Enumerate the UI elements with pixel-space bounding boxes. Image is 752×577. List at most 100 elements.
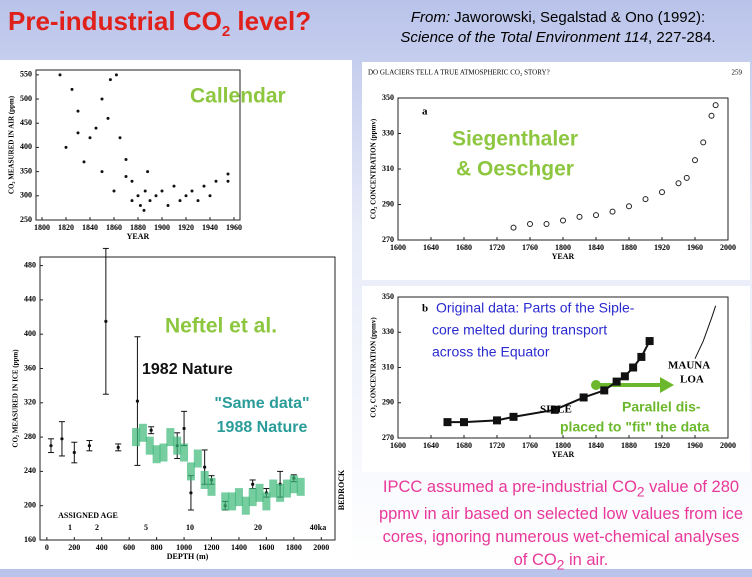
x-tick-label: 1840 xyxy=(588,243,604,252)
footer-text: in air. xyxy=(564,551,609,570)
point xyxy=(138,203,142,207)
point xyxy=(76,131,80,135)
annotation: a xyxy=(422,106,428,118)
point xyxy=(148,199,152,203)
x-tick-label: 1960 xyxy=(687,243,703,252)
annotation: across the Equator xyxy=(432,344,550,360)
point xyxy=(659,189,665,196)
point xyxy=(493,416,501,425)
title-sub: 2 xyxy=(221,23,231,41)
x-tick-label: 1680 xyxy=(456,441,472,450)
y-tick-label: 350 xyxy=(20,166,32,175)
point xyxy=(60,437,64,441)
point xyxy=(130,179,134,183)
annotation: 1982 Nature xyxy=(142,361,233,378)
point xyxy=(178,199,182,203)
series-line xyxy=(694,305,717,359)
band-point xyxy=(145,436,154,455)
y-tick-label: 400 xyxy=(24,329,36,338)
point xyxy=(189,491,193,495)
annotation: Siegenthaler xyxy=(452,128,578,151)
band-point xyxy=(152,445,161,464)
point xyxy=(49,444,53,448)
point xyxy=(609,208,616,215)
y-tick-label: 280 xyxy=(24,432,36,441)
band-point xyxy=(132,428,141,447)
point xyxy=(620,372,629,381)
slide-title: Pre-industrial CO2 level? xyxy=(8,6,311,40)
y-tick-label: 350 xyxy=(382,93,394,102)
band-point xyxy=(262,492,271,511)
x-tick-label: 1720 xyxy=(489,243,505,252)
point xyxy=(576,213,583,220)
x-tick-label: 1820 xyxy=(58,223,74,232)
x-tick-label: 1640 xyxy=(423,441,439,450)
citation-journal: Science of the Total Environment 114 xyxy=(400,29,649,46)
y-axis-label: CO₂ CONCENTRATION (ppmv) xyxy=(370,118,378,219)
arrow-head xyxy=(660,377,674,393)
point xyxy=(94,126,98,130)
point xyxy=(645,337,654,346)
point xyxy=(579,393,588,402)
x-tick-label: 1920 xyxy=(654,243,670,252)
point xyxy=(196,199,200,203)
y-tick-label: 270 xyxy=(382,235,394,244)
annotation: SIPLE xyxy=(540,404,572,416)
x-tick-label: 2000 xyxy=(720,243,736,252)
annotation: DO GLACIERS TELL A TRUE ATMOSPHERIC CO₂ … xyxy=(368,69,550,77)
annotation: b xyxy=(422,303,428,315)
point xyxy=(637,352,646,361)
point xyxy=(226,179,230,183)
point xyxy=(683,174,690,181)
footer-sub: 2 xyxy=(636,484,645,500)
x-tick-label: 1960 xyxy=(687,441,703,450)
annotation: 20 xyxy=(254,523,262,532)
band-point xyxy=(289,475,298,494)
x-tick-label: 200 xyxy=(68,543,80,552)
y-tick-label: 310 xyxy=(382,164,394,173)
band-point xyxy=(276,483,285,502)
point xyxy=(593,212,599,219)
point xyxy=(527,221,533,228)
point xyxy=(143,189,147,193)
y-tick-label: 400 xyxy=(20,142,32,151)
x-tick-label: 400 xyxy=(96,543,108,552)
footer-text: value of 280 ppmv in air based on select… xyxy=(378,478,744,570)
y-tick-label: 440 xyxy=(24,295,36,304)
band-point xyxy=(173,436,182,455)
point xyxy=(106,116,110,120)
y-tick-label: 240 xyxy=(24,466,36,475)
band-point xyxy=(180,443,189,462)
point xyxy=(202,184,206,188)
y-tick-label: 200 xyxy=(24,501,36,510)
x-tick-label: 1900 xyxy=(154,223,170,232)
y-tick-label: 290 xyxy=(382,398,394,407)
x-tick-label: 2000 xyxy=(720,441,736,450)
citation: From: Jaworowski, Segalstad & Ono (1992)… xyxy=(372,8,744,48)
annotation: LOA xyxy=(680,374,704,386)
y-tick-label: 450 xyxy=(20,118,32,127)
x-tick-label: 1920 xyxy=(178,223,194,232)
x-tick-label: 1860 xyxy=(106,223,122,232)
point xyxy=(712,102,719,109)
y-tick-label: 270 xyxy=(382,433,394,442)
point xyxy=(135,399,140,403)
y-tick-label: 360 xyxy=(24,363,36,372)
point xyxy=(509,412,518,421)
citation-authors: Jaworowski, Segalstad & Ono (1992): xyxy=(450,9,706,26)
x-axis-label: YEAR xyxy=(552,450,575,459)
annotation: 10 xyxy=(186,523,194,532)
point xyxy=(700,139,707,146)
x-axis-label: DEPTH (m) xyxy=(167,552,209,561)
annotation: ASSIGNED AGE xyxy=(58,511,118,520)
x-tick-label: 1600 xyxy=(390,243,406,252)
point xyxy=(692,157,698,164)
point xyxy=(118,136,122,140)
y-tick-label: 480 xyxy=(24,260,36,269)
annotation: 5 xyxy=(144,523,148,532)
y-tick-label: 350 xyxy=(382,292,394,301)
band-point xyxy=(166,428,175,447)
point xyxy=(642,196,649,203)
arrow-dot xyxy=(591,380,601,390)
